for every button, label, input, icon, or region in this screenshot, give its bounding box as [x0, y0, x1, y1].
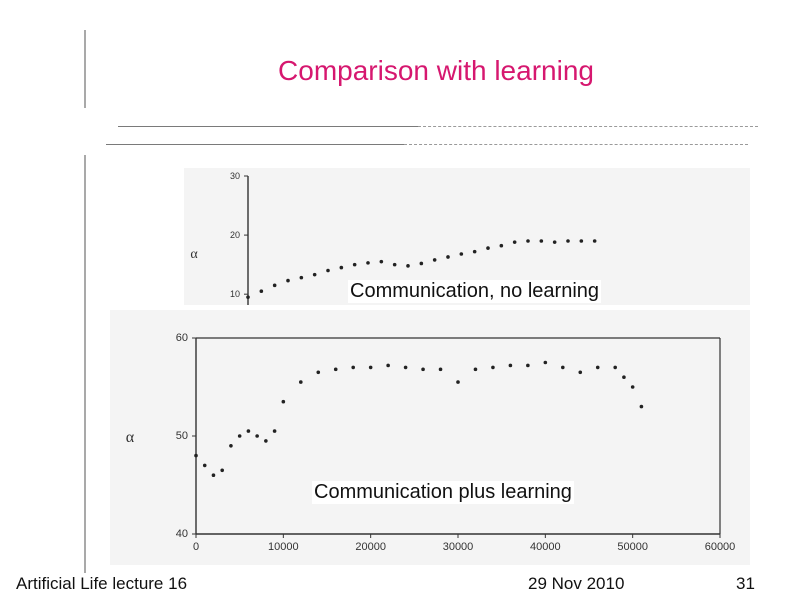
title-rule-upper-dashed	[418, 126, 758, 128]
x-tick-label: 40000	[530, 541, 561, 553]
data-point	[613, 365, 617, 370]
data-point	[630, 385, 635, 389]
data-point	[432, 258, 437, 262]
data-point	[246, 429, 251, 433]
data-point	[259, 289, 264, 294]
data-point	[272, 283, 277, 288]
slide-title: Comparison with learning	[278, 55, 594, 86]
data-point	[526, 363, 530, 368]
y-axis-label: α	[190, 247, 198, 262]
data-point	[578, 370, 583, 375]
data-point	[316, 370, 321, 375]
data-point	[552, 240, 557, 244]
data-point	[312, 272, 317, 277]
data-point	[351, 365, 355, 370]
x-tick-label: 10000	[268, 541, 299, 553]
data-point	[566, 239, 570, 243]
data-point	[639, 404, 644, 409]
data-point	[333, 367, 338, 372]
data-point	[512, 240, 517, 244]
data-point	[508, 363, 513, 368]
data-point	[368, 365, 373, 370]
data-point	[406, 264, 410, 268]
data-point	[246, 295, 250, 299]
x-tick-label: 60000	[705, 541, 736, 553]
data-point	[561, 365, 565, 370]
data-point	[326, 268, 330, 273]
data-point	[264, 439, 268, 443]
data-point	[255, 434, 259, 438]
data-point	[194, 453, 198, 458]
data-point	[499, 243, 504, 248]
title-rule-lower	[106, 144, 404, 145]
y-tick-label: 10	[230, 289, 240, 299]
data-point	[202, 463, 207, 468]
data-point	[386, 363, 390, 368]
y-tick-label: 50	[176, 430, 188, 442]
footer-lecture: Artificial Life lecture 16	[16, 574, 188, 593]
data-point	[438, 367, 443, 372]
data-point	[281, 399, 286, 404]
y-tick-label: 20	[230, 230, 240, 240]
data-point	[486, 246, 490, 250]
chart-no-learning-caption: Communication, no learning	[348, 280, 602, 303]
chart-plus-learning-caption: Communication plus learning	[312, 481, 574, 504]
data-point	[379, 259, 384, 264]
data-point	[456, 380, 460, 384]
footer-slide-number: 31	[736, 574, 755, 593]
footer-date: 29 Nov 2010	[528, 574, 625, 593]
chart-plus-learning: 60 50 40 0 10000 20000 30000 40000 50000 60000 α	[126, 332, 736, 553]
title-rule-lower-dashed	[404, 144, 748, 146]
data-point	[459, 252, 464, 256]
data-point	[622, 375, 626, 379]
data-point	[272, 429, 277, 433]
x-tick-label: 20000	[355, 541, 386, 553]
data-point	[446, 255, 450, 259]
data-point	[539, 239, 544, 243]
x-tick-label: 30000	[443, 541, 474, 553]
chart-no-learning: 30 20 10 α	[190, 171, 597, 305]
x-tick-label: 50000	[617, 541, 648, 553]
data-point	[366, 261, 370, 265]
data-point	[526, 239, 530, 243]
data-point	[491, 365, 495, 370]
data-point	[211, 473, 216, 477]
data-point	[352, 262, 357, 267]
left-border-line-bottom	[84, 155, 86, 573]
data-point	[543, 360, 548, 365]
data-point	[421, 367, 425, 372]
data-point	[472, 249, 477, 254]
data-point	[299, 275, 304, 280]
data-point	[286, 278, 290, 283]
data-point	[339, 265, 344, 270]
y-tick-label: 40	[176, 528, 188, 540]
chart-plus-learning-panel: 60 50 40 0 10000 20000 30000 40000 50000 60000 α	[110, 310, 750, 565]
data-point	[579, 239, 584, 243]
title-rule-upper	[118, 126, 418, 127]
data-point	[229, 444, 233, 448]
data-point	[237, 434, 242, 438]
data-point	[403, 365, 408, 370]
y-tick-label: 30	[230, 171, 240, 181]
data-point	[419, 261, 424, 266]
x-tick-label: 0	[193, 541, 199, 553]
y-tick-label: 60	[176, 332, 188, 344]
data-point	[392, 262, 397, 267]
data-point	[592, 239, 597, 243]
y-axis-label: α	[126, 429, 135, 446]
left-border-line-top	[84, 30, 86, 108]
data-point	[220, 468, 224, 473]
data-point	[299, 380, 303, 384]
data-point	[595, 365, 600, 370]
data-point	[473, 367, 478, 372]
